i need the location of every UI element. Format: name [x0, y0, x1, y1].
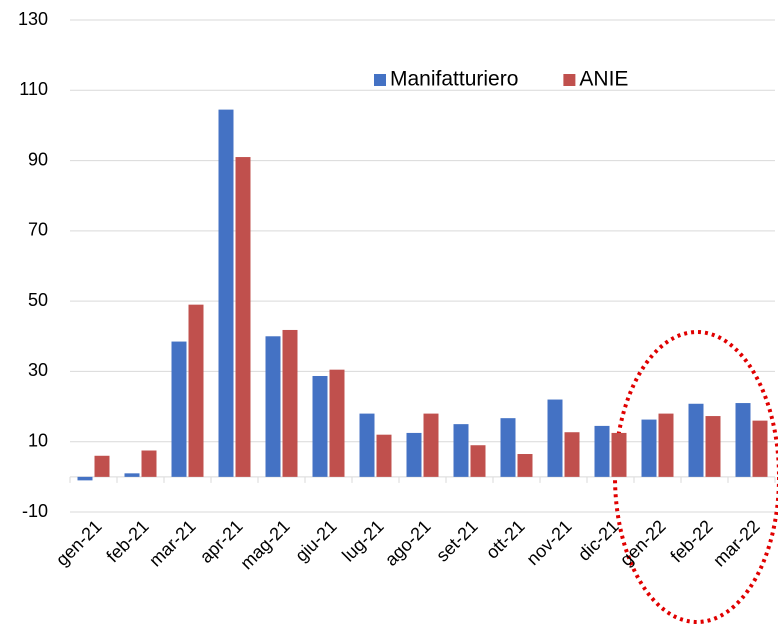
- x-tick-label: mar-21: [145, 516, 199, 570]
- bar: [423, 413, 439, 477]
- bar: [329, 369, 345, 477]
- bar: [752, 420, 768, 477]
- bar: [188, 304, 204, 477]
- bar: [359, 413, 375, 477]
- bar: [470, 445, 486, 477]
- x-tick-label: lug-21: [338, 516, 388, 566]
- y-tick-label: -10: [22, 501, 48, 521]
- bar: [688, 403, 704, 477]
- x-tick-label: gen-21: [52, 516, 106, 570]
- x-tick-label: nov-21: [523, 516, 576, 569]
- y-tick-label: 130: [18, 9, 48, 29]
- x-tick-label: dic-21: [574, 516, 623, 565]
- bar: [376, 434, 392, 477]
- x-tick-label: ott-21: [482, 516, 529, 563]
- y-tick-label: 70: [28, 220, 48, 240]
- legend-swatch: [374, 74, 386, 86]
- bar: [406, 432, 422, 477]
- bar: [547, 399, 563, 477]
- legend-swatch: [563, 74, 576, 86]
- bar: [611, 432, 627, 477]
- bar: [312, 375, 328, 477]
- x-tick-label: giu-21: [291, 516, 341, 566]
- legend-label: ANIE: [579, 68, 628, 91]
- x-tick-label: feb-21: [102, 516, 152, 566]
- x-tick-label: mag-21: [236, 516, 293, 573]
- bar: [171, 341, 187, 477]
- bar: [218, 109, 234, 477]
- bar: [735, 403, 751, 477]
- x-tick-label: mar-22: [709, 516, 763, 570]
- legend-label: Manifatturiero: [390, 68, 518, 91]
- bar: [94, 455, 110, 477]
- bar: [594, 425, 610, 477]
- bar: [124, 473, 140, 477]
- x-tick-label: set-21: [432, 516, 482, 566]
- bar: [235, 157, 251, 477]
- bar: [141, 450, 157, 477]
- bar: [500, 418, 516, 477]
- bar: [453, 424, 469, 477]
- bar: [658, 413, 674, 477]
- bar: [77, 476, 93, 481]
- x-tick-label: ago-21: [381, 516, 435, 570]
- bar: [705, 416, 721, 477]
- bar: [641, 419, 657, 477]
- y-tick-label: 90: [28, 149, 48, 169]
- y-tick-label: 50: [28, 290, 48, 310]
- bar: [282, 329, 298, 477]
- bar: [265, 336, 281, 477]
- x-tick-label: feb-22: [666, 516, 716, 566]
- y-tick-label: 30: [28, 360, 48, 380]
- bar: [564, 432, 580, 477]
- y-tick-label: 110: [19, 79, 48, 99]
- bar: [517, 454, 533, 477]
- y-tick-label: 10: [28, 430, 48, 450]
